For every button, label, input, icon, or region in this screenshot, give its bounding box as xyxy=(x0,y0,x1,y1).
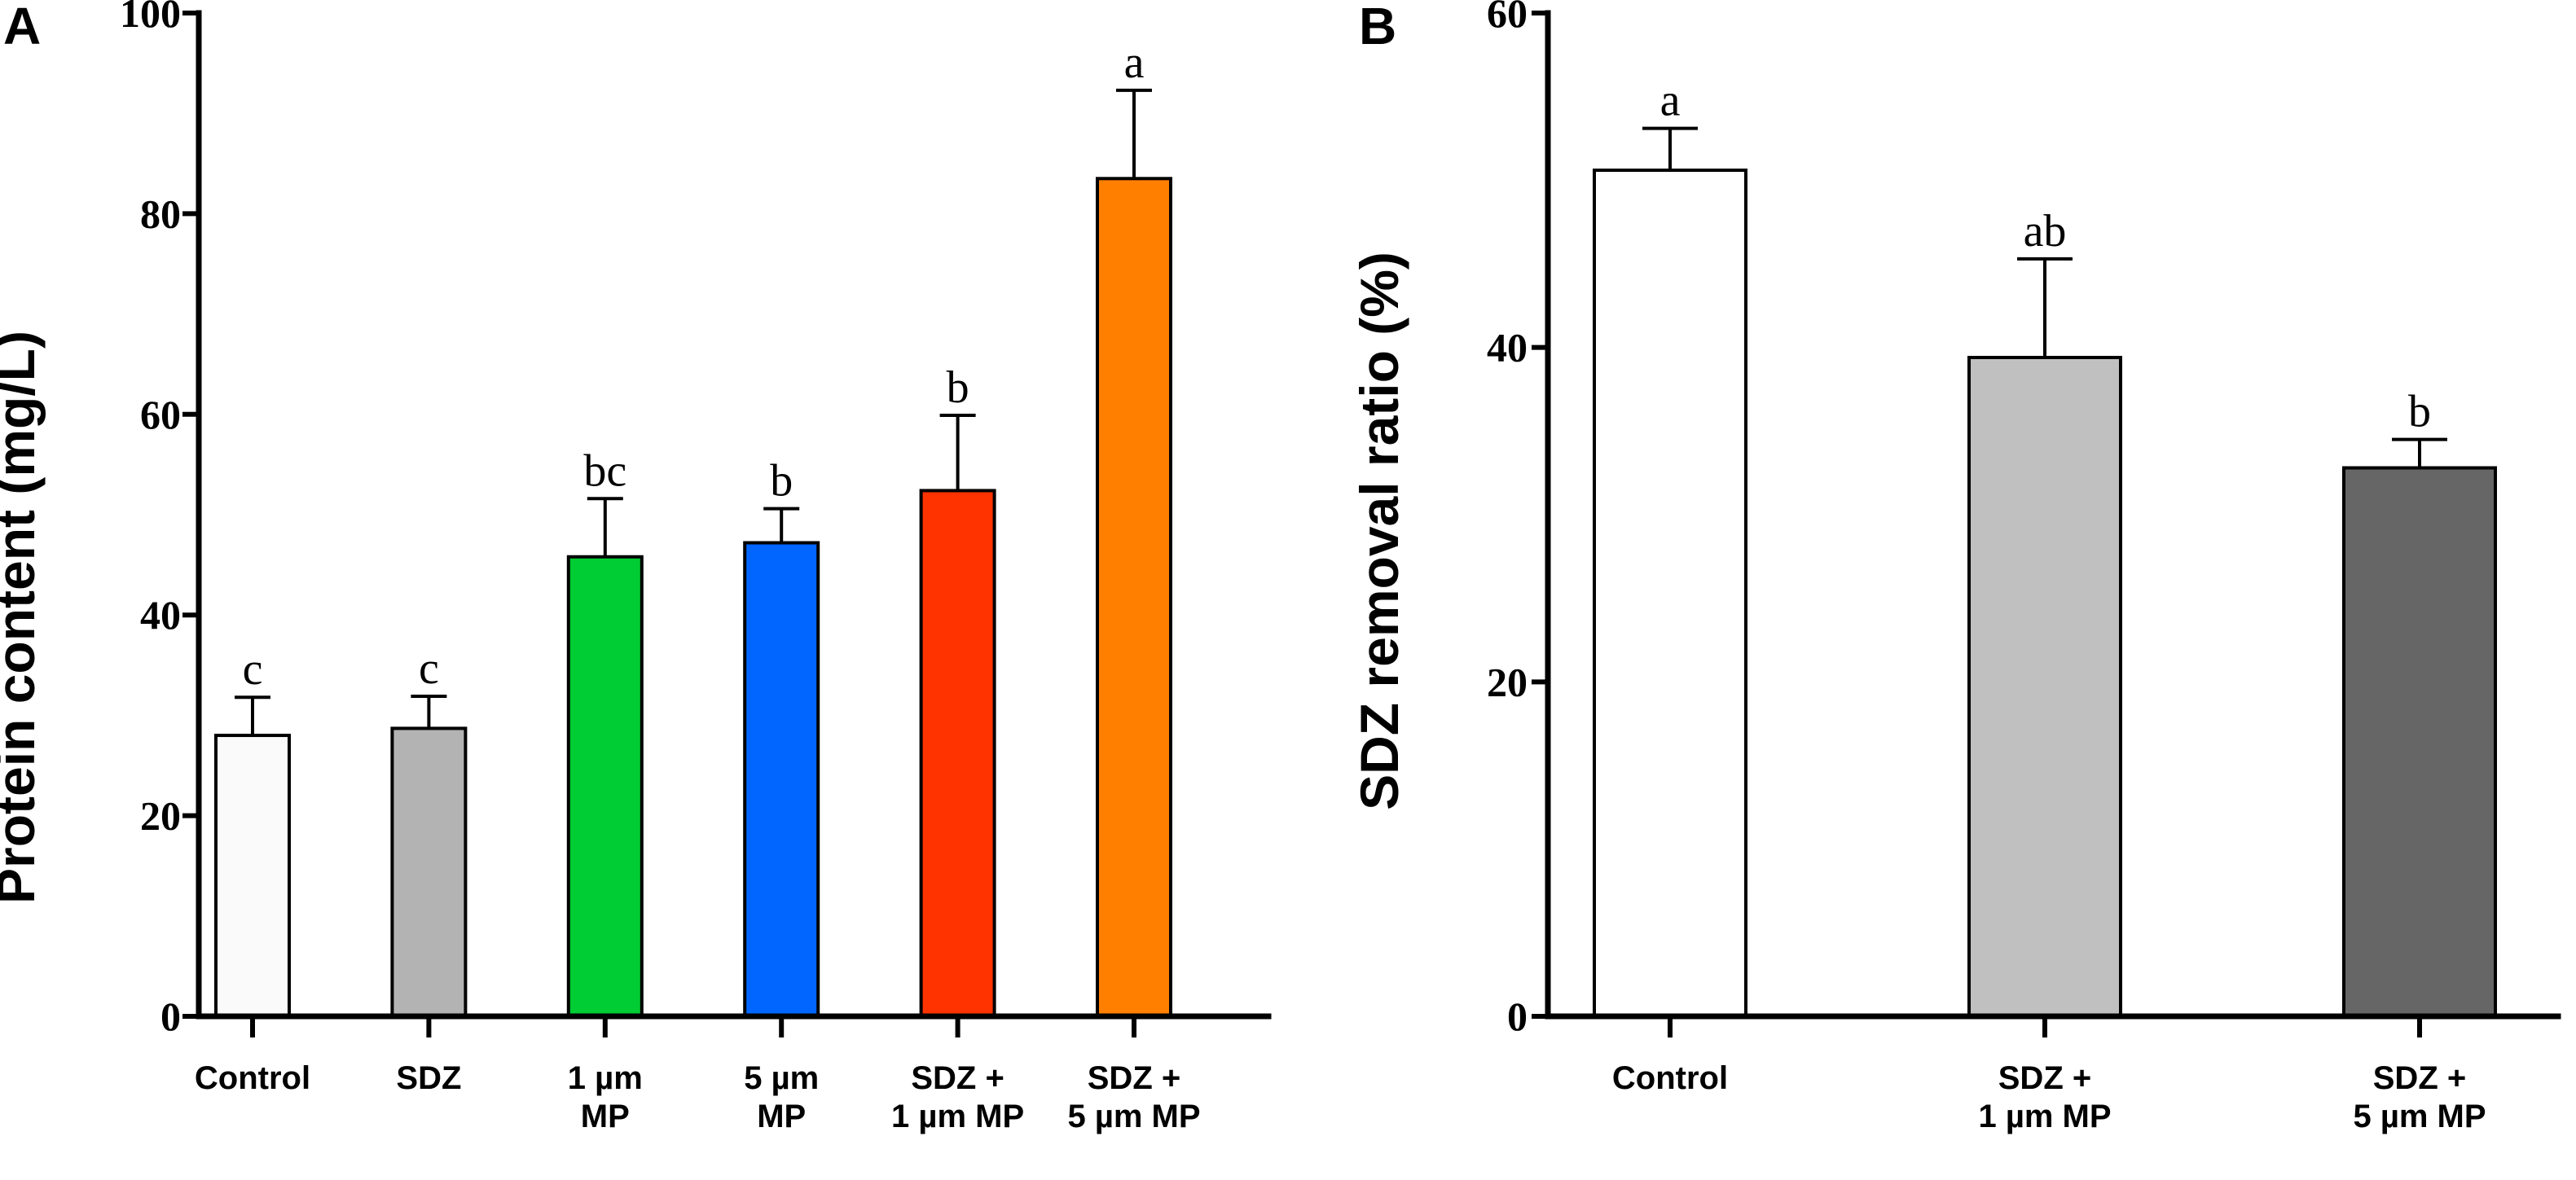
bar xyxy=(1967,355,2122,1018)
x-tick-label: SDZ +5 µm MP xyxy=(2353,1060,2486,1134)
bar xyxy=(919,489,996,1018)
bar xyxy=(743,541,820,1018)
x-tick-label-line: SDZ xyxy=(396,1060,461,1096)
y-tick-label: 0 xyxy=(160,994,181,1039)
panel-a-label: A xyxy=(3,0,41,55)
significance-letter: ab xyxy=(2024,206,2067,257)
y-tick-label: 100 xyxy=(120,0,181,36)
panel-a-y-axis-title: Protein content (mg/L) xyxy=(0,331,46,904)
x-tick-label: Control xyxy=(1612,1060,1728,1096)
bar xyxy=(214,734,291,1018)
x-tick-label-line: 5 µm MP xyxy=(1067,1099,1200,1134)
error-bar xyxy=(235,695,270,736)
panel-b: B SDZ removal ratio (%) 0 20 40 60 a ab b Con… xyxy=(1349,0,2561,1134)
bar xyxy=(1593,169,1747,1019)
y-tick-label: 40 xyxy=(1487,325,1528,371)
panel-a-y-ticks: 0 20 40 60 80 100 xyxy=(120,0,199,1039)
error-bar xyxy=(587,497,623,557)
y-tick-label: 20 xyxy=(140,793,181,839)
x-tick-label-line: 1 µm MP xyxy=(891,1099,1024,1134)
y-tick-label: 20 xyxy=(1487,659,1528,704)
y-tick-label: 80 xyxy=(140,191,181,236)
x-tick-label-line: SDZ + xyxy=(2373,1060,2466,1096)
error-bar xyxy=(939,414,976,491)
x-tick-label-line: MP xyxy=(581,1099,630,1134)
x-tick-label: SDZ +1 µm MP xyxy=(1978,1060,2111,1134)
x-tick-label: Control xyxy=(195,1060,310,1096)
error-bar xyxy=(2017,257,2073,358)
panel-b-axes xyxy=(1545,10,2561,1020)
x-tick-label-line: MP xyxy=(757,1099,806,1134)
significance-letter: a xyxy=(1124,37,1145,88)
y-tick-label: 40 xyxy=(140,592,181,638)
x-tick-label-line: Control xyxy=(1612,1060,1728,1096)
significance-letter: bc xyxy=(583,445,626,496)
x-tick-label: 1 µm MP xyxy=(568,1060,643,1134)
x-tick-label-line: 1 µm xyxy=(568,1060,643,1096)
bar xyxy=(1096,177,1172,1018)
x-tick-label-line: SDZ + xyxy=(1998,1060,2091,1096)
panel-b-label: B xyxy=(1359,0,1396,55)
significance-letter: a xyxy=(1660,76,1681,126)
x-tick-label: SDZ +1 µm MP xyxy=(891,1060,1024,1134)
significance-letter: c xyxy=(419,643,439,694)
bar xyxy=(566,555,644,1018)
significance-letter: b xyxy=(770,456,793,507)
error-bar xyxy=(1116,88,1152,179)
x-tick-label: 5 µm MP xyxy=(744,1060,819,1134)
panel-b-y-ticks: 0 20 40 60 xyxy=(1487,0,1548,1039)
panel-a-axes xyxy=(196,10,1272,1020)
x-tick-label: SDZ xyxy=(396,1060,461,1096)
significance-letter: b xyxy=(2408,387,2431,437)
y-tick-label: 60 xyxy=(1487,0,1528,36)
x-tick-label-line: SDZ + xyxy=(911,1060,1004,1096)
x-tick-label-line: Control xyxy=(195,1060,310,1096)
error-bar xyxy=(2392,437,2447,468)
significance-letter: c xyxy=(243,644,263,695)
x-tick-label-line: 5 µm MP xyxy=(2353,1099,2486,1134)
x-tick-label-line: 1 µm MP xyxy=(1978,1099,2111,1134)
x-tick-label-line: SDZ + xyxy=(1088,1060,1180,1096)
bar xyxy=(390,726,468,1019)
error-bar xyxy=(763,507,800,543)
significance-letter: b xyxy=(947,362,969,413)
panel-b-bars: a ab b xyxy=(1593,76,2497,1019)
y-tick-label: 0 xyxy=(1507,994,1528,1039)
x-tick-label-line: 5 µm xyxy=(744,1060,819,1096)
panel-b-y-axis-title: SDZ removal ratio (%) xyxy=(1349,252,1409,810)
y-tick-label: 60 xyxy=(140,392,181,437)
error-bar xyxy=(1642,126,1698,171)
bar xyxy=(2342,466,2497,1018)
x-tick-label: SDZ +5 µm MP xyxy=(1067,1060,1200,1134)
error-bar xyxy=(411,694,447,729)
panel-a-bars: c c bc b b a xyxy=(214,37,1172,1019)
